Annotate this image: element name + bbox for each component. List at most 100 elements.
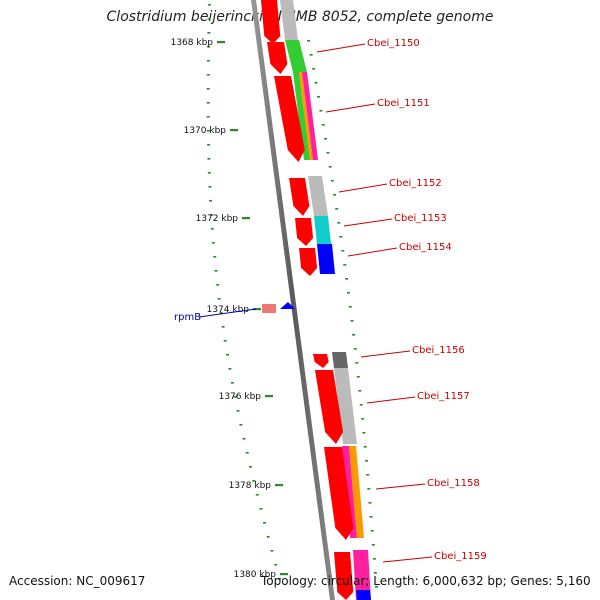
track-dot <box>228 368 232 370</box>
cog-block-blue <box>356 590 371 600</box>
gene-label[interactable]: Cbei_1154 <box>399 242 452 253</box>
gene-label[interactable]: Cbei_1158 <box>427 478 480 489</box>
genome-backbone <box>251 0 335 600</box>
gene-label[interactable]: Cbei_1153 <box>394 213 447 224</box>
track-dot <box>368 502 372 504</box>
track-dot <box>358 390 362 392</box>
tick-dot-track <box>206 4 378 588</box>
gene-arrow[interactable] <box>313 354 329 368</box>
track-dot <box>263 522 266 524</box>
track-dot <box>208 186 212 188</box>
track-dot <box>328 166 332 168</box>
track-dot <box>361 418 365 420</box>
cog-block-green <box>293 72 310 160</box>
track-dot <box>239 424 243 426</box>
track-dot <box>207 32 211 34</box>
track-dot <box>206 116 210 118</box>
cog-block-magenta <box>302 72 318 160</box>
gene-label[interactable]: Cbei_1157 <box>417 391 470 402</box>
track-dot <box>206 130 210 132</box>
track-dot <box>206 60 210 62</box>
track-dot <box>317 96 320 98</box>
gene-label-leader <box>347 247 398 257</box>
cog-block-orange <box>349 446 364 538</box>
track-dot <box>307 40 311 42</box>
track-dot <box>372 558 376 560</box>
kbp-tick <box>265 395 273 398</box>
kbp-tick-label: 1380 kbp <box>234 570 277 580</box>
kbp-tick <box>280 573 288 576</box>
gene-arrow[interactable] <box>267 42 288 74</box>
kbp-tick <box>230 129 238 132</box>
track-dot <box>274 564 278 566</box>
track-dot <box>350 320 354 322</box>
gene-arrow[interactable] <box>315 370 344 444</box>
cog-block-magenta <box>353 550 371 600</box>
track-dot <box>321 124 325 126</box>
track-dot <box>333 194 337 196</box>
track-dot <box>314 82 318 84</box>
gene-arrow[interactable] <box>324 447 354 540</box>
gene-arrow[interactable] <box>334 552 354 600</box>
track-dot <box>209 214 213 216</box>
gene-arrow[interactable] <box>274 76 305 162</box>
track-dot <box>363 446 367 448</box>
track-dot <box>242 438 246 440</box>
track-dot <box>223 340 227 342</box>
gene-label-leader <box>382 556 433 563</box>
track-dot <box>213 256 217 258</box>
track-dot <box>309 54 313 56</box>
gene-label-leader <box>366 396 416 404</box>
map-title: Clostridium beijerinckii NCIMB 8052, com… <box>106 9 494 25</box>
track-dot <box>345 278 349 280</box>
track-dot <box>207 172 211 174</box>
gene-label-leader <box>316 43 366 53</box>
cog-block-cyan <box>314 216 331 244</box>
accession-text: Accession: NC_009617 <box>9 574 146 588</box>
track-dot <box>266 536 270 538</box>
gene-arrow[interactable] <box>295 218 314 246</box>
gene-label[interactable]: Cbei_1156 <box>412 345 465 356</box>
gene-label[interactable]: Cbei_1159 <box>434 551 487 562</box>
kbp-tick-marks <box>217 41 288 576</box>
track-dot <box>355 362 359 364</box>
track-dot <box>335 208 339 210</box>
track-dot <box>278 578 281 580</box>
gene-arrow[interactable] <box>299 248 318 276</box>
cog-block-orange <box>299 72 313 160</box>
track-dot <box>326 152 330 154</box>
kbp-tick <box>217 41 225 44</box>
track-dot <box>206 102 210 104</box>
track-dot <box>207 144 211 146</box>
backbone-strand <box>251 0 335 600</box>
gene-label[interactable]: Cbei_1152 <box>389 178 442 189</box>
track-dot <box>352 334 356 336</box>
track-dot <box>211 242 215 244</box>
cog-track <box>280 0 371 600</box>
track-dot <box>259 508 263 510</box>
track-dot <box>207 4 211 6</box>
gene-label-leader <box>338 183 388 193</box>
gene-arrow[interactable] <box>289 178 310 216</box>
cog-block-gray <box>334 368 357 444</box>
track-dot <box>210 228 214 230</box>
track-dot <box>207 18 211 20</box>
kbp-tick-label: 1376 kbp <box>219 392 262 402</box>
rpmB-label[interactable]: rpmB <box>174 312 201 323</box>
track-dot <box>226 354 229 356</box>
gene-label[interactable]: Cbei_1151 <box>377 98 430 109</box>
track-dot <box>255 494 259 496</box>
track-dot <box>369 516 373 518</box>
kbp-tick <box>275 484 283 487</box>
kbp-tick-label: 1374 kbp <box>207 305 250 315</box>
cog-block-darkgray <box>332 352 348 368</box>
rpmB-arrow-icon <box>280 302 295 309</box>
track-dot <box>219 312 223 314</box>
gene-arrow[interactable] <box>261 0 281 44</box>
gene-label[interactable]: Cbei_1150 <box>367 38 420 49</box>
track-dot <box>230 382 234 384</box>
rpmB-feature[interactable] <box>262 304 276 313</box>
cog-block-magenta <box>342 446 357 538</box>
track-dot <box>233 396 237 398</box>
kbp-tick <box>242 217 250 220</box>
